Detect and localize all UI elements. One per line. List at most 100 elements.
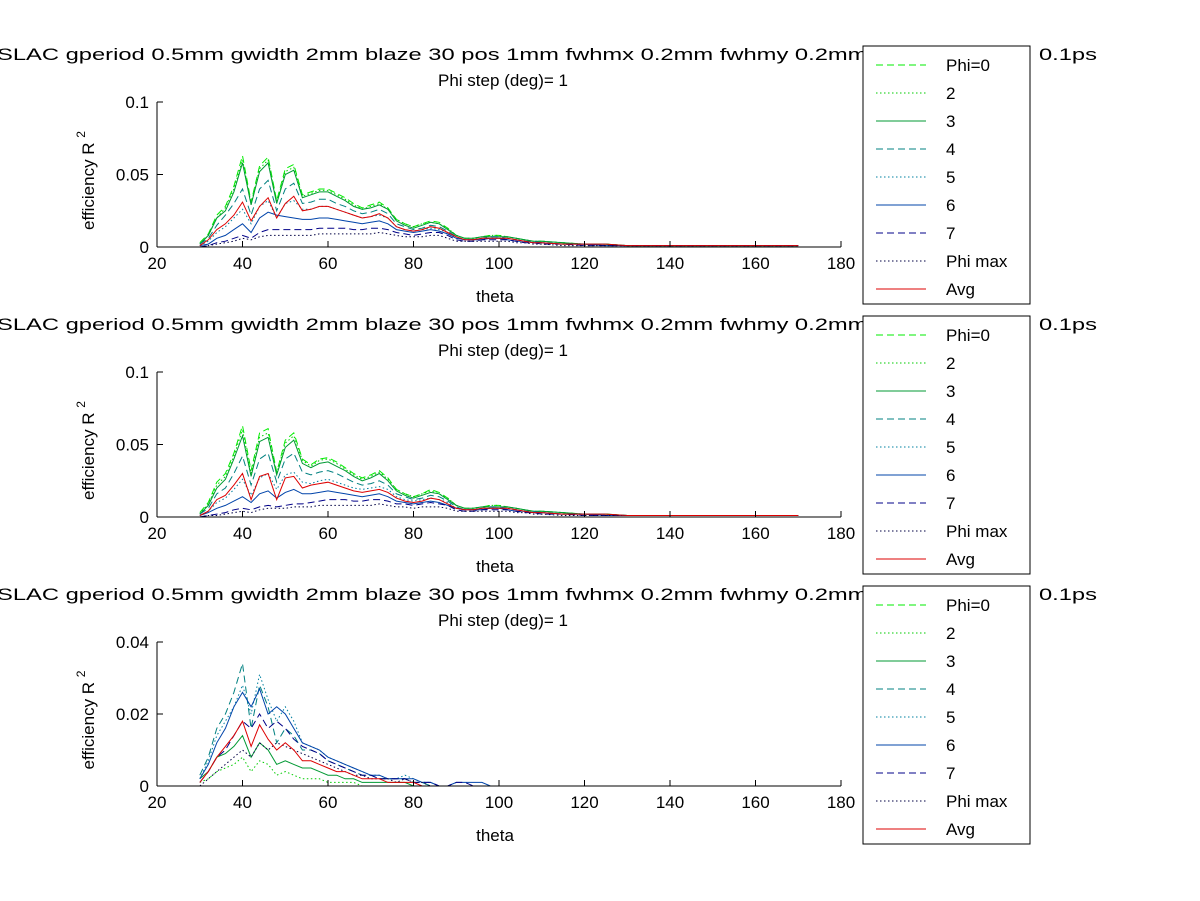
plot-subtitle: Phi step (deg)= 1	[438, 341, 568, 360]
legend-box	[862, 315, 1031, 575]
series-line-3	[199, 734, 799, 787]
subplot-2: 20 40 60 80 100 120 140 160 180 0 0.05 0.1 theta effi…	[0, 315, 1097, 576]
subplot-3: 20 40 60 80 100 120 140 160 180 0 0.02 0.04 theta eff…	[0, 585, 1097, 845]
x-tick-label: 160	[741, 793, 769, 812]
x-tick-label: 60	[319, 793, 338, 812]
plot-title: SLAC gperiod 0.5mm gwidth 2mm blaze 30 p…	[0, 315, 1097, 334]
legend-entry: Phi max	[946, 522, 1008, 541]
x-tick-label: 20	[148, 524, 167, 543]
legend-entry: Phi=0	[946, 56, 990, 75]
x-tick-label: 20	[148, 793, 167, 812]
series-line-8	[199, 231, 799, 248]
y-tick-label: 0.1	[125, 93, 149, 112]
legend-entry: 4	[946, 680, 955, 699]
legend-entry: 6	[946, 736, 955, 755]
legend-entry: Phi=0	[946, 326, 990, 345]
legend-entry: 3	[946, 112, 955, 131]
series-line-7	[199, 713, 799, 787]
x-tick-label: 100	[485, 254, 513, 273]
plot-title: SLAC gperiod 0.5mm gwidth 2mm blaze 30 p…	[0, 45, 1097, 64]
x-tick-label: 180	[827, 793, 855, 812]
series-line-6	[199, 687, 799, 787]
legend-entry: Avg	[946, 550, 975, 569]
legend-box	[862, 585, 1031, 845]
y-tick-label: 0	[140, 238, 149, 257]
legend-entry: Phi=0	[946, 596, 990, 615]
legend: Phi=0 2 3 4 5 6 7 Phi max Avg	[862, 315, 1031, 575]
series-line-3	[199, 161, 799, 247]
legend-entry: 5	[946, 438, 955, 457]
plot-subtitle: Phi step (deg)= 1	[438, 611, 568, 630]
y-tick-label: 0.05	[116, 436, 149, 455]
legend-entry: Avg	[946, 820, 975, 839]
legend-box	[862, 45, 1031, 305]
subplot-1: 20 40 60 80 100 120 140 160 180 0 0.05 0.1 theta effi…	[0, 45, 1097, 306]
x-tick-label: 40	[233, 254, 252, 273]
x-tick-label: 120	[570, 524, 598, 543]
series-line-4	[199, 663, 799, 787]
series-line-4	[199, 452, 799, 516]
x-tick-label: 60	[319, 524, 338, 543]
legend-entry: 2	[946, 624, 955, 643]
x-tick-label: 80	[404, 254, 423, 273]
series-line-8	[199, 742, 799, 787]
x-tick-label: 60	[319, 254, 338, 273]
x-tick-label: 120	[570, 793, 598, 812]
legend-entry: 3	[946, 382, 955, 401]
series-line-2	[199, 428, 799, 516]
y-axis-label: efficiency R 2	[74, 131, 98, 230]
x-tick-label: 40	[233, 793, 252, 812]
x-tick-label: 80	[404, 524, 423, 543]
x-tick-label: 100	[485, 793, 513, 812]
x-tick-label: 160	[741, 524, 769, 543]
x-axis-label: theta	[476, 826, 514, 845]
x-tick-label: 140	[656, 793, 684, 812]
legend: Phi=0 2 3 4 5 6 7 Phi max Avg	[862, 45, 1031, 305]
legend-entry: 2	[946, 84, 955, 103]
y-axis-label: efficiency R 2	[74, 670, 98, 769]
x-axis-label: theta	[476, 287, 514, 306]
x-tick-label: 100	[485, 524, 513, 543]
legend-entry: Phi max	[946, 792, 1008, 811]
y-tick-label: 0.02	[116, 705, 149, 724]
x-tick-label: 140	[656, 254, 684, 273]
y-tick-label: 0.1	[125, 363, 149, 382]
legend-entry: 5	[946, 708, 955, 727]
y-tick-label: 0	[140, 777, 149, 796]
series-line-9	[199, 720, 799, 787]
x-tick-label: 40	[233, 524, 252, 543]
plot-subtitle: Phi step (deg)= 1	[438, 71, 568, 90]
series-line-9	[199, 472, 799, 516]
legend-entry: 4	[946, 140, 955, 159]
series-line-1	[199, 425, 799, 516]
x-tick-label: 180	[827, 524, 855, 543]
legend: Phi=0 2 3 4 5 6 7 Phi max Avg	[862, 585, 1031, 845]
legend-entry: 3	[946, 652, 955, 671]
y-tick-label: 0.05	[116, 166, 149, 185]
legend-entry: 5	[946, 168, 955, 187]
x-tick-label: 160	[741, 254, 769, 273]
series-line-5	[199, 471, 799, 516]
y-axis-label: efficiency R 2	[74, 401, 98, 500]
legend-entry: Avg	[946, 280, 975, 299]
x-tick-label: 180	[827, 254, 855, 273]
legend-entry: Phi max	[946, 252, 1008, 271]
series-line-5	[199, 672, 799, 787]
x-tick-label: 80	[404, 793, 423, 812]
x-tick-label: 20	[148, 254, 167, 273]
legend-entry: 7	[946, 764, 955, 783]
legend-entry: 7	[946, 494, 955, 513]
series-line-3	[199, 434, 799, 516]
x-tick-label: 140	[656, 524, 684, 543]
plot-title: SLAC gperiod 0.5mm gwidth 2mm blaze 30 p…	[0, 585, 1097, 604]
series-line-6	[199, 211, 799, 247]
y-tick-label: 0	[140, 508, 149, 527]
series-line-1	[199, 155, 799, 247]
legend-entry: 4	[946, 410, 955, 429]
series-line-5	[199, 199, 799, 247]
x-axis-label: theta	[476, 557, 514, 576]
x-tick-label: 120	[570, 254, 598, 273]
legend-entry: 6	[946, 196, 955, 215]
series-line-8	[199, 503, 799, 518]
legend-entry: 2	[946, 354, 955, 373]
